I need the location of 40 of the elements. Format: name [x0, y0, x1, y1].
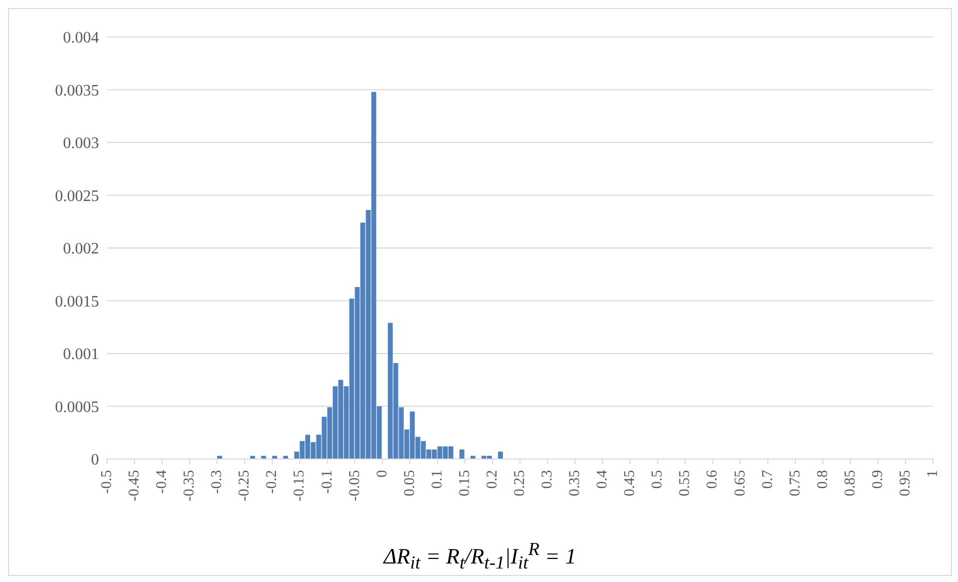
x-tick-label: -0.35 — [182, 470, 198, 502]
y-tick-label: 0.003 — [63, 135, 99, 152]
x-tick-label: 0.35 — [567, 470, 584, 496]
y-tick-label: 0.004 — [63, 30, 99, 47]
x-tick-label: -0.15 — [292, 470, 308, 502]
x-tick-label: 0.4 — [594, 470, 611, 489]
x-tick-label: 0.1 — [429, 470, 446, 489]
x-tick-label: 0.45 — [622, 470, 638, 496]
x-tick-label: 0.85 — [842, 470, 858, 496]
y-tick-label: 0.001 — [63, 346, 99, 364]
text: ΔR$_{it}$ = R$_{t}$/R$_{t-1}$|I$_{it}$$^{R}$ = 1 — [384, 539, 576, 573]
x-tick-label: 0.95 — [897, 470, 914, 496]
x-tick-label: -0.05 — [346, 470, 363, 502]
x-tick-label: 0.25 — [512, 470, 528, 496]
x-tick-label: 0.65 — [732, 470, 748, 496]
x-tick-label: 0.9 — [870, 470, 886, 489]
x-tick-label: 0.15 — [456, 470, 473, 496]
x-tick-label: 0.3 — [540, 470, 556, 489]
x-tick-label: 1 — [925, 470, 941, 478]
x-tick-label: 0.5 — [650, 470, 666, 489]
y-tick-label: 0.0015 — [55, 293, 99, 310]
x-tick-label: -0.2 — [264, 470, 280, 494]
x-tick-label: 0 — [374, 470, 390, 478]
y-tick-label: 0.0035 — [55, 82, 99, 100]
y-tick-label: 0.0025 — [55, 188, 99, 205]
x-tick-label: 0.2 — [484, 470, 500, 489]
x-tick-label: 0.8 — [814, 470, 831, 489]
x-tick-label: -0.1 — [319, 470, 336, 494]
x-tick-label: -0.5 — [99, 470, 115, 494]
x-tick-label: 0.6 — [704, 470, 721, 489]
y-tick-label: 0.0005 — [55, 398, 99, 416]
x-tick-label: -0.4 — [154, 470, 170, 494]
x-tick-label: -0.3 — [209, 470, 226, 494]
x-tick-label: 0.05 — [402, 470, 418, 496]
y-tick-label: 0.002 — [63, 240, 99, 258]
x-tick-label: -0.25 — [236, 470, 253, 502]
x-tick-label: 0.7 — [760, 470, 776, 489]
x-tick-label: -0.45 — [126, 470, 143, 502]
x-tick-label: 0.55 — [677, 470, 694, 496]
x-tick-label: 0.75 — [787, 470, 804, 496]
